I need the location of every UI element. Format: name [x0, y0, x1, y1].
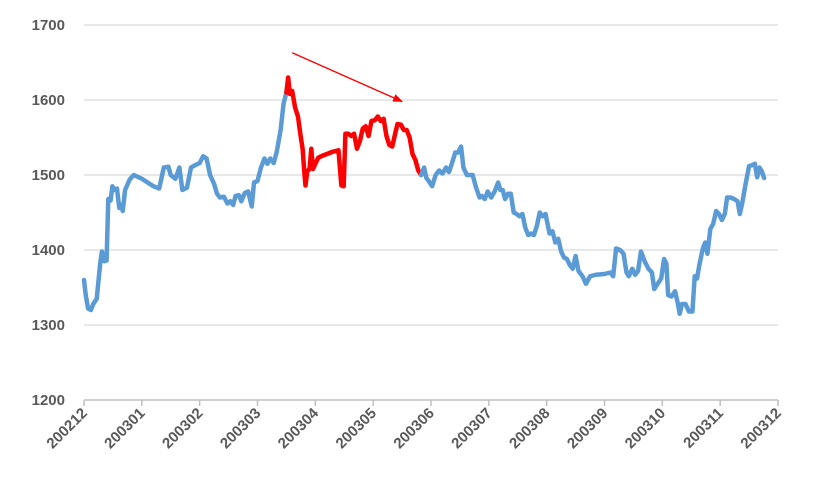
- x-tick-label: 200310: [622, 405, 669, 452]
- y-tick-label: 1600: [32, 92, 65, 109]
- x-tick-label: 200304: [275, 404, 323, 452]
- x-tick-labels: 200212 200301 200302 200303 200304 200305 2003…: [43, 404, 784, 452]
- annotations: [291, 52, 403, 103]
- y-tick-label: 1300: [32, 317, 65, 334]
- x-tick-label: 200309: [564, 405, 611, 452]
- trend-arrow: [291, 52, 403, 103]
- y-tick-label: 1400: [32, 242, 65, 259]
- series-lines: [81, 75, 767, 316]
- x-tick-label: 200307: [448, 405, 495, 452]
- series-line-2: [418, 144, 767, 316]
- gridlines: [84, 24, 778, 326]
- series-line-highlight: [284, 75, 424, 189]
- y-tick-label: 1200: [32, 392, 65, 409]
- x-tick-label: 200301: [101, 405, 148, 452]
- x-tick-label: 200308: [506, 405, 553, 452]
- y-tick-label: 1500: [32, 167, 65, 184]
- axes: [83, 399, 779, 406]
- y-tick-labels: 1200 1300 1400 1500 1600 1700: [32, 17, 65, 409]
- series-line-0: [81, 90, 289, 313]
- x-tick-label: 200212: [43, 405, 90, 452]
- x-tick-label: 200302: [159, 405, 206, 452]
- x-tick-label: 200312: [737, 405, 784, 452]
- y-tick-label: 1700: [32, 17, 65, 34]
- x-tick-label: 200303: [217, 405, 264, 452]
- x-tick-label: 200306: [390, 405, 437, 452]
- x-tick-label: 200305: [333, 405, 380, 452]
- x-tick-label: 200311: [680, 405, 727, 452]
